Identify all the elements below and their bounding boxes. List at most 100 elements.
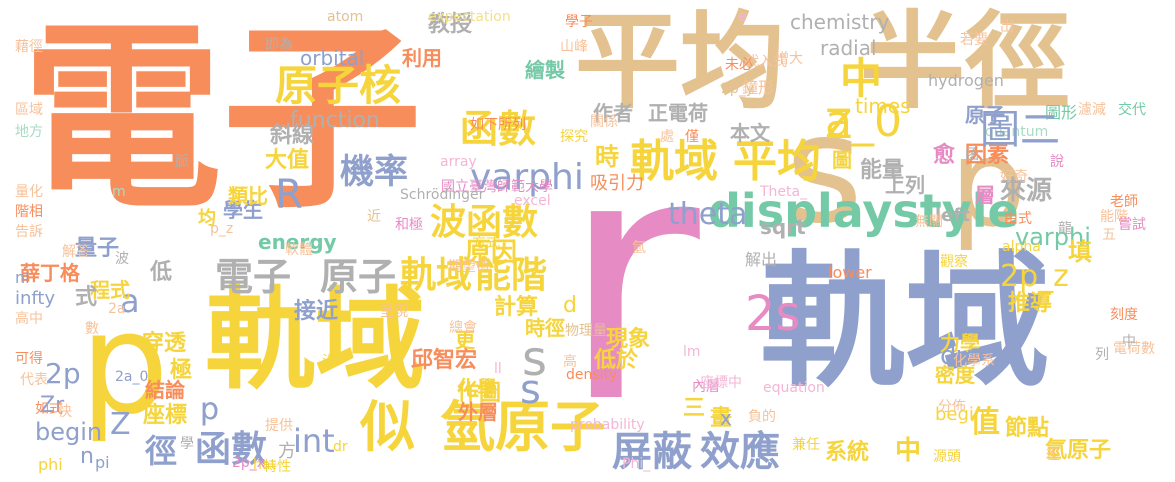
- cloud-word: 氫原子: [1045, 438, 1112, 463]
- cloud-word: dv: [940, 341, 972, 371]
- cloud-word: 層: [975, 183, 995, 207]
- cloud-word: 出: [1000, 19, 1014, 35]
- cloud-word: a_0: [825, 96, 902, 147]
- cloud-word: s: [522, 331, 548, 387]
- cloud-word: Zr: [40, 393, 65, 418]
- cloud-word: 無關: [915, 214, 943, 230]
- cloud-word: lower: [828, 263, 872, 282]
- cloud-word: a: [120, 282, 140, 320]
- cloud-word: 圖: [832, 148, 852, 172]
- cloud-word: 外層: [458, 400, 498, 424]
- cloud-word: sqrt: [760, 215, 806, 239]
- cloud-word: 觀察: [940, 254, 968, 270]
- cloud-word: p_z: [210, 221, 234, 237]
- cloud-word: 交代: [1118, 102, 1146, 118]
- cloud-word: 效應: [700, 429, 780, 475]
- cloud-word: 式: [75, 285, 98, 310]
- cloud-word: 增大: [775, 51, 803, 67]
- cloud-word: 原因: [465, 238, 518, 268]
- cloud-word: 可得: [15, 351, 43, 367]
- cloud-word: 學子: [565, 14, 593, 30]
- cloud-word: 座標: [143, 403, 188, 428]
- cloud-word: 三: [683, 396, 706, 421]
- cloud-word: 電子: [215, 255, 292, 299]
- cloud-word: excel: [514, 193, 551, 209]
- cloud-word: 軟體: [285, 242, 313, 258]
- cloud-word: x: [720, 406, 732, 430]
- cloud-word: 軌域: [760, 238, 1050, 407]
- cloud-word: nl: [15, 268, 30, 287]
- cloud-word: dr: [333, 439, 348, 455]
- cloud-word: 和極: [395, 217, 423, 233]
- cloud-word: begin: [35, 418, 103, 446]
- cloud-word: 更: [455, 328, 475, 352]
- cloud-word: 計算: [494, 295, 539, 320]
- cloud-word: 山峰: [560, 39, 588, 55]
- cloud-word: probability: [570, 417, 645, 433]
- cloud-word: 兼任: [792, 437, 820, 453]
- cloud-word: 上列: [885, 173, 925, 197]
- cloud-word: int: [293, 422, 335, 460]
- cloud-word: 2s: [745, 286, 801, 342]
- cloud-word: 關係: [590, 114, 618, 130]
- cloud-word: 系統: [825, 440, 870, 465]
- cloud-word: 鐘形: [742, 78, 775, 97]
- cloud-word: 波: [115, 251, 129, 267]
- cloud-word: begin: [935, 404, 986, 425]
- cloud-word: 來源: [1000, 176, 1053, 206]
- cloud-word: 教授: [428, 12, 473, 37]
- cloud-word: 接近: [294, 299, 339, 324]
- cloud-word: 氫: [632, 240, 646, 256]
- cloud-word: 程式: [90, 278, 130, 302]
- cloud-word: 老師: [1110, 194, 1138, 210]
- cloud-word: p: [80, 283, 169, 446]
- cloud-word: 2p_z: [1000, 259, 1069, 294]
- cloud-word: radial: [820, 36, 877, 60]
- cloud-word: 徑: [1046, 447, 1060, 463]
- cloud-word: 半徑: [860, 1, 1071, 123]
- cloud-word: 高: [563, 354, 577, 370]
- cloud-word: 節點: [1005, 416, 1050, 441]
- cloud-word: ll: [494, 361, 502, 377]
- cloud-word: 2p: [45, 357, 81, 390]
- cloud-word: 能量: [860, 158, 905, 183]
- cloud-word: 結論: [145, 378, 185, 402]
- cloud-word: s: [520, 367, 541, 413]
- cloud-word: 因素: [965, 143, 1010, 168]
- cloud-word: varphi: [1015, 223, 1091, 251]
- cloud-word: 分佈: [938, 399, 966, 415]
- cloud-word: 五: [1102, 227, 1116, 243]
- cloud-word: 列: [1095, 347, 1109, 363]
- cloud-word: 中: [895, 436, 922, 466]
- cloud-word: p: [200, 392, 220, 427]
- cloud-word: 本文: [730, 121, 770, 145]
- cloud-word: 函數: [460, 107, 537, 151]
- cloud-word: 處: [660, 129, 674, 145]
- cloud-word: 時: [595, 143, 619, 171]
- cloud-word: 大值: [265, 148, 310, 173]
- cloud-word: 邱智宏: [411, 348, 478, 373]
- cloud-word: 平均: [733, 136, 821, 187]
- cloud-word: 作者: [593, 101, 633, 125]
- cloud-word: m: [112, 184, 126, 200]
- cloud-word: 軌域: [400, 255, 473, 296]
- cloud-word: 刻度: [1110, 307, 1138, 323]
- cloud-word: function: [290, 108, 380, 133]
- cloud-word: 中: [1122, 334, 1136, 350]
- cloud-word: 若要: [960, 32, 988, 48]
- cloud-word: 原子核: [275, 61, 402, 110]
- cloud-word: alpha: [1002, 239, 1041, 255]
- cloud-word: hat: [253, 457, 276, 473]
- cloud-word: 繪製: [525, 58, 565, 82]
- cloud-word: Z: [825, 102, 853, 148]
- cloud-word: 屏蔽: [612, 429, 692, 475]
- cloud-word: 方: [278, 441, 296, 462]
- cloud-word: 氫原子: [440, 395, 606, 459]
- cloud-word: 吸引力: [590, 173, 644, 194]
- cloud-word: 沒: [322, 354, 336, 370]
- cloud-word: 軌域: [205, 276, 425, 404]
- cloud-word: Z: [110, 407, 131, 442]
- cloud-word: 學生: [223, 198, 263, 222]
- cloud-word: 由式: [1004, 211, 1032, 227]
- cloud-word: theta: [668, 197, 748, 232]
